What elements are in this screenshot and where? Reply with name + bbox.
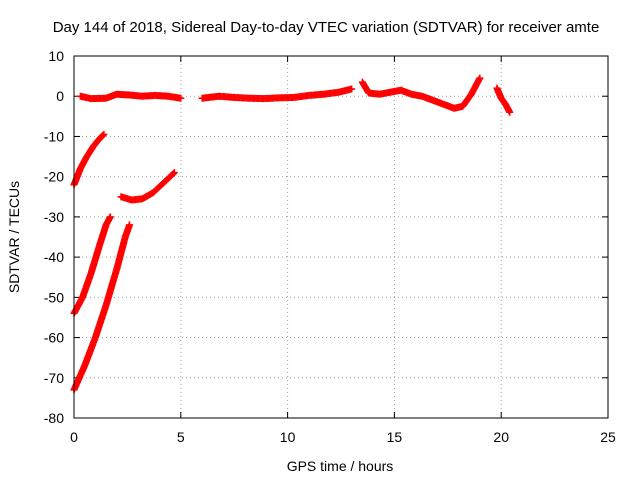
- y-tick-label: -70: [44, 370, 64, 386]
- y-tick-label: -40: [44, 249, 64, 265]
- data-point: [126, 221, 134, 229]
- data-point: [348, 85, 356, 93]
- x-axis: 0 5 10 15 20 25: [70, 56, 616, 445]
- y-tick-label: -80: [44, 410, 64, 426]
- plot-frame: [73, 55, 609, 419]
- data-point: [99, 131, 107, 139]
- chart-title: Day 144 of 2018, Sidereal Day-to-day VTE…: [53, 19, 600, 36]
- data-series: [493, 84, 514, 116]
- data-series: [358, 74, 484, 112]
- grid: [74, 56, 608, 418]
- data-series: [117, 169, 178, 204]
- x-tick-label: 25: [600, 429, 616, 445]
- y-tick-label: -10: [44, 128, 64, 144]
- data-point: [506, 108, 514, 116]
- y-axis-label: SDTVAR / TECUs: [6, 181, 22, 293]
- y-tick-label: -50: [44, 289, 64, 305]
- data-point: [100, 130, 108, 138]
- data-point: [476, 74, 484, 82]
- data-points: [70, 74, 514, 394]
- data-point: [177, 94, 185, 102]
- data-series: [76, 90, 185, 103]
- data-point: [106, 213, 114, 221]
- data-point: [169, 170, 177, 178]
- x-tick-label: 5: [177, 429, 185, 445]
- data-series: [70, 213, 114, 317]
- y-tick-label: -60: [44, 330, 64, 346]
- data-series: [70, 221, 134, 394]
- y-tick-label: 0: [56, 88, 64, 104]
- x-axis-label: GPS time / hours: [287, 458, 394, 474]
- y-tick-label: 10: [48, 48, 64, 64]
- x-tick-label: 0: [70, 429, 78, 445]
- x-tick-label: 15: [387, 429, 403, 445]
- data-series: [70, 130, 108, 189]
- x-tick-label: 10: [280, 429, 296, 445]
- x-tick-label: 20: [493, 429, 509, 445]
- y-tick-label: -20: [44, 169, 64, 185]
- data-point: [170, 169, 178, 177]
- data-series: [198, 85, 356, 103]
- y-tick-label: -30: [44, 209, 64, 225]
